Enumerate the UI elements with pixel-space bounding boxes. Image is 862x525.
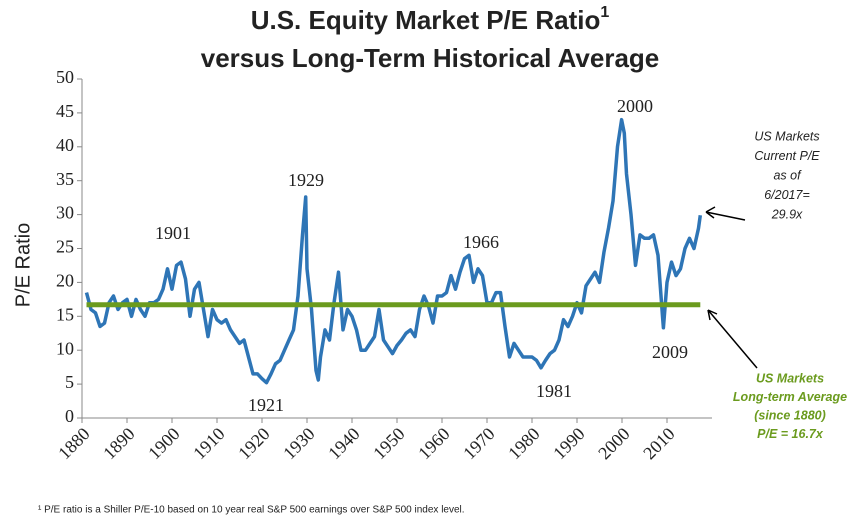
- y-tick-label: 40: [56, 135, 74, 155]
- y-tick-label: 20: [56, 271, 74, 291]
- average-note: P/E = 16.7x: [757, 427, 824, 441]
- x-tick-label: 1920: [234, 424, 274, 464]
- x-tick-label: 2000: [594, 424, 634, 464]
- x-tick-label: 2010: [639, 424, 679, 464]
- average-note: Long-term Average: [733, 390, 847, 404]
- y-tick-label: 50: [56, 67, 74, 87]
- y-tick-label: 35: [56, 169, 74, 189]
- peak-annotation: 1921: [248, 395, 284, 415]
- chart-subtitle: versus Long-Term Historical Average: [201, 43, 660, 73]
- chart-title: U.S. Equity Market P/E Ratio1: [251, 4, 610, 35]
- peak-annotation: 1981: [536, 381, 572, 401]
- peak-annotation: 1929: [288, 170, 324, 190]
- y-tick-label: 10: [56, 338, 74, 358]
- peak-annotation: 2000: [617, 96, 653, 116]
- x-tick-label: 1990: [549, 424, 589, 464]
- x-tick-label: 1970: [459, 424, 499, 464]
- x-tick-label: 1930: [279, 424, 319, 464]
- peak-annotation: 2009: [652, 342, 688, 362]
- y-tick-label: 0: [65, 406, 74, 426]
- x-tick-label: 1950: [369, 424, 409, 464]
- current-note: 29.9x: [771, 207, 803, 221]
- x-tick-label: 1960: [414, 424, 454, 464]
- average-arrow: [707, 309, 758, 369]
- y-tick-label: 30: [56, 203, 74, 223]
- y-tick-label: 5: [65, 372, 74, 392]
- footnote: ¹ P/E ratio is a Shiller P/E-10 based on…: [38, 505, 465, 516]
- current-note: as of: [773, 168, 802, 182]
- x-tick-label: 1940: [324, 424, 364, 464]
- x-tick-label: 1900: [144, 424, 184, 464]
- current-note: 6/2017=: [764, 188, 810, 202]
- x-tick-label: 1980: [504, 424, 544, 464]
- title-text: U.S. Equity Market P/E Ratio: [251, 5, 601, 35]
- current-arrow: [705, 206, 746, 221]
- pe-line: [84, 117, 703, 385]
- y-tick-label: 25: [56, 237, 74, 257]
- average-note: US Markets: [756, 371, 824, 385]
- title-superscript: 1: [600, 4, 609, 21]
- y-tick-label: 15: [56, 304, 74, 324]
- current-note: Current P/E: [754, 149, 820, 163]
- peak-annotation: 1966: [463, 232, 499, 252]
- y-tick-label: 45: [56, 101, 74, 121]
- x-tick-label: 1910: [189, 424, 229, 464]
- y-axis-label: P/E Ratio: [12, 223, 34, 307]
- current-note: US Markets: [754, 129, 819, 143]
- average-note: (since 1880): [754, 408, 826, 422]
- peak-annotation: 1901: [155, 223, 191, 243]
- x-tick-label: 1890: [99, 424, 139, 464]
- x-tick-label: 1880: [54, 424, 94, 464]
